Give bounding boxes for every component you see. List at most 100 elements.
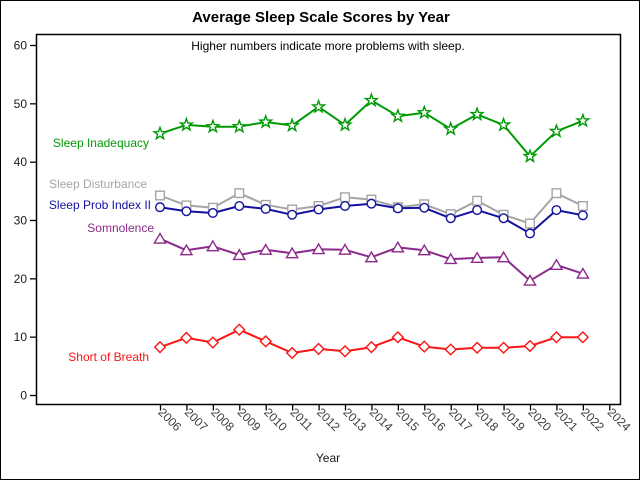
star-marker-icon bbox=[152, 125, 168, 141]
square-marker-icon bbox=[525, 218, 536, 229]
diamond-marker-icon bbox=[180, 331, 193, 345]
x-tick-label: 2012 bbox=[314, 405, 343, 434]
star-marker-icon bbox=[495, 116, 512, 132]
series-label-sleep-prob-index-ii: Sleep Prob Index II bbox=[48, 198, 151, 212]
x-tick-label: 2020 bbox=[525, 405, 554, 434]
diamond-marker-icon bbox=[312, 342, 325, 356]
triangle-marker-icon bbox=[153, 232, 167, 244]
star-marker-icon bbox=[205, 118, 221, 134]
star-marker-icon bbox=[363, 92, 380, 108]
star-marker-icon bbox=[284, 117, 300, 133]
chart-subtitle: Higher numbers indicate more problems wi… bbox=[191, 39, 465, 53]
x-tick-label: 2015 bbox=[393, 405, 422, 434]
triangle-marker-icon bbox=[311, 242, 326, 255]
circle-marker-icon bbox=[207, 208, 218, 219]
star-marker-icon bbox=[469, 106, 485, 122]
circle-marker-icon bbox=[154, 202, 165, 213]
triangle-marker-icon bbox=[576, 267, 590, 279]
triangle-marker-icon bbox=[443, 252, 458, 265]
circle-marker-icon bbox=[313, 204, 324, 215]
diamond-marker-icon bbox=[391, 330, 405, 344]
star-marker-icon bbox=[442, 120, 459, 136]
circle-marker-icon bbox=[419, 202, 430, 213]
x-tick-label: 2007 bbox=[182, 405, 211, 434]
star-marker-icon bbox=[522, 148, 538, 164]
triangle-marker-icon bbox=[179, 243, 194, 256]
triangle-marker-icon bbox=[470, 251, 484, 264]
diamond-marker-icon bbox=[365, 340, 378, 354]
x-tick-label: 2021 bbox=[552, 405, 581, 434]
star-marker-icon bbox=[337, 116, 353, 132]
triangle-marker-icon bbox=[232, 248, 247, 261]
square-marker-icon bbox=[577, 201, 588, 212]
plot-frame bbox=[35, 33, 622, 406]
y-tick-label: 20 bbox=[14, 272, 28, 286]
triangle-marker-icon bbox=[285, 246, 299, 259]
x-tick-label: 2006 bbox=[155, 405, 184, 434]
triangle-marker-icon bbox=[496, 250, 511, 263]
series-label-sleep-disturbance: Sleep Disturbance bbox=[48, 177, 147, 191]
circle-marker-icon bbox=[181, 206, 192, 217]
circle-marker-icon bbox=[551, 205, 562, 216]
x-tick-label: 2009 bbox=[235, 405, 264, 434]
triangle-marker-icon bbox=[417, 243, 432, 256]
y-tick-label: 30 bbox=[14, 214, 28, 228]
star-marker-icon bbox=[575, 112, 591, 128]
triangle-marker-icon bbox=[338, 243, 352, 255]
series-label-sleep-inadequacy: Sleep Inadequacy bbox=[52, 136, 149, 150]
circle-marker-icon bbox=[525, 228, 536, 239]
circle-marker-icon bbox=[260, 203, 271, 214]
square-marker-icon bbox=[472, 195, 483, 206]
triangle-marker-icon bbox=[206, 239, 220, 252]
x-tick-label: 2014 bbox=[367, 405, 396, 434]
x-tick-label: 2011 bbox=[288, 405, 316, 433]
diamond-marker-icon bbox=[470, 341, 484, 355]
circle-marker-icon bbox=[234, 201, 245, 212]
star-marker-icon bbox=[310, 98, 327, 114]
square-marker-icon bbox=[234, 188, 245, 199]
triangle-marker-icon bbox=[258, 243, 273, 255]
circle-marker-icon bbox=[392, 203, 403, 214]
circle-marker-icon bbox=[577, 210, 588, 221]
star-marker-icon bbox=[390, 107, 406, 123]
star-marker-icon bbox=[178, 116, 195, 132]
x-tick-label: 2013 bbox=[340, 405, 369, 434]
y-tick-label: 40 bbox=[14, 155, 28, 169]
diamond-marker-icon bbox=[153, 340, 167, 354]
circle-marker-icon bbox=[340, 201, 351, 212]
x-tick-label: 2024 bbox=[605, 405, 634, 434]
series-line-0 bbox=[159, 99, 584, 158]
series-label-somnolence: Somnolence bbox=[87, 221, 154, 235]
circle-marker-icon bbox=[498, 213, 509, 224]
square-marker-icon bbox=[551, 188, 562, 199]
triangle-marker-icon bbox=[364, 250, 379, 263]
x-tick-label: 2018 bbox=[473, 405, 502, 434]
y-tick-label: 50 bbox=[14, 97, 28, 111]
diamond-marker-icon bbox=[206, 336, 220, 349]
x-tick-label: 2008 bbox=[208, 405, 237, 434]
diamond-marker-icon bbox=[523, 339, 537, 353]
x-tick-label: 2017 bbox=[446, 405, 475, 434]
diamond-marker-icon bbox=[259, 335, 273, 348]
y-tick-label: 10 bbox=[14, 330, 28, 344]
circle-marker-icon bbox=[366, 198, 377, 209]
circle-marker-icon bbox=[287, 209, 298, 220]
star-marker-icon bbox=[257, 113, 274, 129]
diamond-marker-icon bbox=[576, 330, 590, 344]
x-tick-label: 2010 bbox=[261, 405, 290, 434]
star-marker-icon bbox=[231, 118, 248, 134]
series-label-short-of-breath: Short of Breath bbox=[68, 350, 149, 364]
star-marker-icon bbox=[416, 104, 433, 120]
x-axis-title: Year bbox=[315, 451, 341, 465]
y-tick-label: 0 bbox=[20, 389, 27, 403]
y-tick-label: 60 bbox=[14, 39, 28, 53]
diamond-marker-icon bbox=[338, 344, 352, 358]
diamond-marker-icon bbox=[285, 346, 299, 360]
star-marker-icon bbox=[548, 122, 565, 139]
circle-marker-icon bbox=[445, 213, 456, 224]
diamond-marker-icon bbox=[417, 340, 431, 353]
triangle-marker-icon bbox=[549, 258, 564, 271]
chart-title: Average Sleep Scale Scores by Year bbox=[192, 9, 450, 26]
